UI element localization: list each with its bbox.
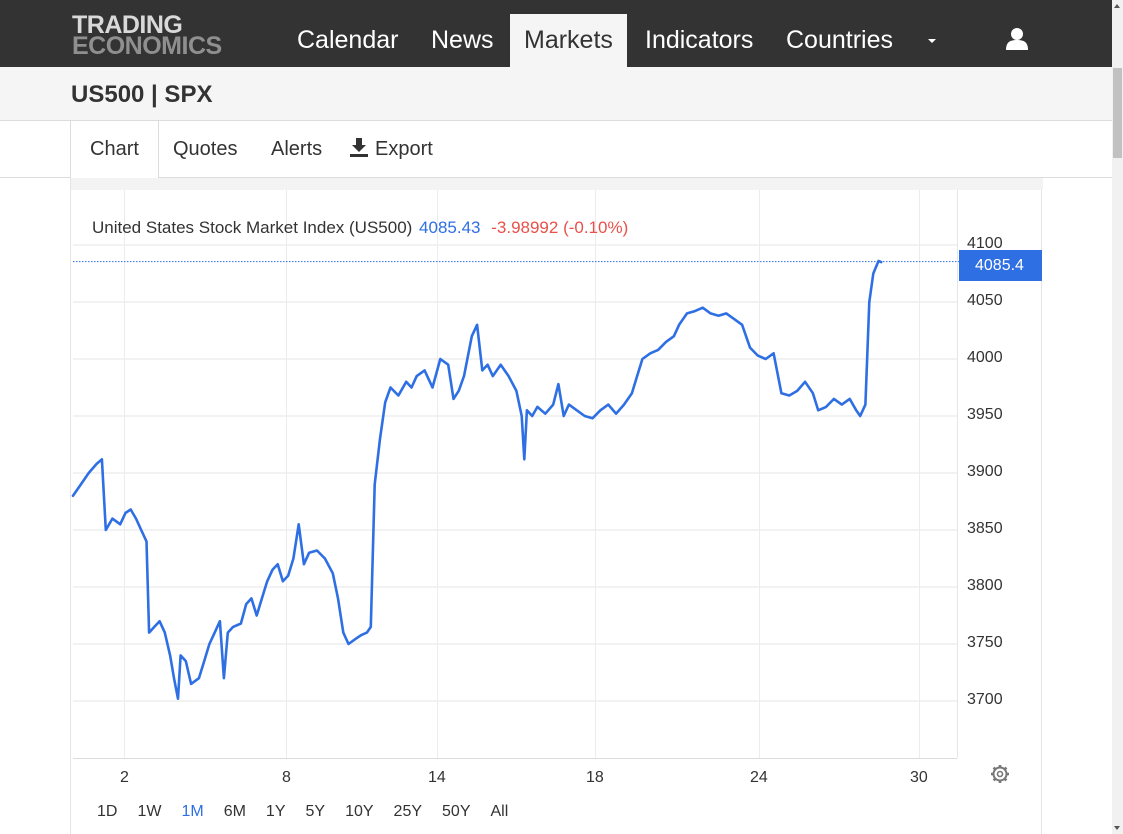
y-tick-label: 3950 bbox=[967, 406, 1003, 423]
range-button-1m[interactable]: 1M bbox=[181, 803, 204, 820]
price-series-line bbox=[71, 259, 883, 701]
logo-line-1: TRADING bbox=[72, 11, 183, 39]
chart-top-band bbox=[71, 178, 1043, 190]
y-tick-label: 3800 bbox=[967, 577, 1003, 594]
page-title: US500 | SPX bbox=[71, 81, 213, 108]
range-button-50y[interactable]: 50Y bbox=[442, 803, 471, 820]
y-tick-label: 3750 bbox=[967, 634, 1003, 651]
tab-alerts[interactable]: Alerts bbox=[271, 138, 323, 160]
scroll-up-icon[interactable] bbox=[1114, 4, 1120, 8]
x-tick-label: 24 bbox=[750, 769, 768, 786]
page-header: US500 | SPX bbox=[0, 67, 1112, 121]
range-button-all[interactable]: All bbox=[490, 803, 509, 820]
time-range-selector: 1D 1W 1M 6M 1Y 5Y 10Y 25Y 50Y All bbox=[97, 803, 528, 821]
range-button-1w[interactable]: 1W bbox=[137, 803, 162, 820]
chart-header: United States Stock Market Index (US500)… bbox=[92, 218, 628, 238]
range-button-1y[interactable]: 1Y bbox=[265, 803, 286, 820]
chart-price-change: -3.98992 (-0.10%) bbox=[491, 218, 629, 237]
x-tick-label: 18 bbox=[586, 769, 604, 786]
tab-export[interactable]: Export bbox=[349, 121, 433, 178]
y-tick-label: 4000 bbox=[967, 349, 1003, 366]
download-icon bbox=[350, 138, 368, 157]
y-tick-label: 3850 bbox=[967, 520, 1003, 537]
chart-panel: United States Stock Market Index (US500)… bbox=[70, 178, 1043, 834]
y-tick-label: 3900 bbox=[967, 463, 1003, 480]
scrollbar-thumb[interactable] bbox=[1113, 68, 1122, 158]
tab-quotes[interactable]: Quotes bbox=[173, 138, 238, 160]
chart-last-price: 4085.43 bbox=[419, 218, 481, 237]
range-button-10y[interactable]: 10Y bbox=[345, 803, 374, 820]
trading-economics-logo[interactable]: TRADING ECONOMICS bbox=[72, 11, 222, 60]
x-tick-label: 2 bbox=[120, 769, 129, 786]
y-tick-label: 4100 bbox=[967, 235, 1003, 252]
x-tick-label: 30 bbox=[910, 769, 928, 786]
range-button-1d[interactable]: 1D bbox=[97, 803, 118, 820]
y-tick-label: 4050 bbox=[967, 292, 1003, 309]
last-price-tag: 4085.4 bbox=[959, 250, 1042, 281]
range-button-6m[interactable]: 6M bbox=[223, 803, 246, 820]
top-navigation-bar: TRADING ECONOMICS Calendar News Markets … bbox=[0, 0, 1112, 67]
y-tick-label: 3700 bbox=[967, 691, 1003, 708]
nav-indicators[interactable]: Indicators bbox=[645, 26, 754, 54]
x-tick-label: 14 bbox=[428, 769, 446, 786]
tab-export-label: Export bbox=[375, 138, 433, 160]
gear-icon[interactable] bbox=[990, 764, 1010, 784]
chart-instrument-name: United States Stock Market Index (US500) bbox=[92, 218, 413, 237]
content-tabs: Chart Quotes Alerts Export bbox=[0, 121, 1112, 179]
scroll-down-icon[interactable] bbox=[1114, 826, 1120, 830]
tab-chart[interactable]: Chart bbox=[70, 121, 159, 179]
nav-countries[interactable]: Countries bbox=[786, 26, 893, 54]
range-button-25y[interactable]: 25Y bbox=[393, 803, 423, 820]
range-button-5y[interactable]: 5Y bbox=[305, 803, 326, 820]
price-chart[interactable] bbox=[71, 178, 1043, 834]
user-icon[interactable] bbox=[1004, 26, 1030, 52]
page-scrollbar[interactable] bbox=[1112, 0, 1123, 834]
x-tick-label: 8 bbox=[282, 769, 291, 786]
nav-news[interactable]: News bbox=[431, 26, 494, 54]
nav-markets[interactable]: Markets bbox=[510, 14, 627, 67]
nav-calendar[interactable]: Calendar bbox=[297, 26, 399, 54]
logo-line-2: ECONOMICS bbox=[72, 31, 222, 60]
caret-down-icon[interactable] bbox=[928, 39, 936, 43]
